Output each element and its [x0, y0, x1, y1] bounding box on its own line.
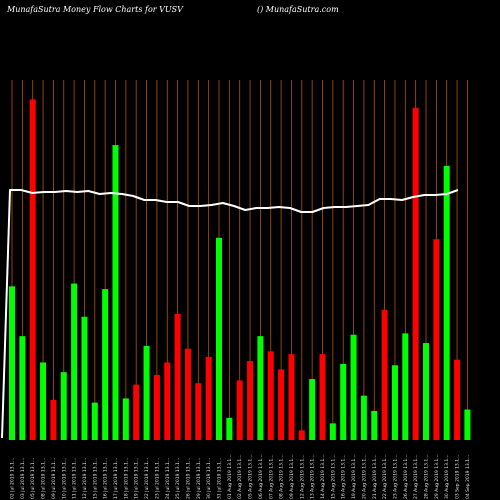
- x-tick-label: 16 Aug 2019 13.1...: [341, 454, 347, 499]
- bar-36: [381, 309, 388, 440]
- bar-27: [288, 354, 295, 440]
- x-tick-label: 02 Aug 2019 13.1...: [237, 454, 243, 499]
- x-tick-label: 29 Jul 2019 13.1...: [196, 458, 202, 499]
- x-tick-label: 24 Jul 2019 13.1...: [165, 458, 171, 499]
- bar-8: [91, 402, 98, 440]
- bar-12: [133, 384, 140, 440]
- bar-7: [81, 316, 88, 440]
- x-tick-label: 21 Aug 2019 13.1...: [372, 454, 378, 499]
- bar-11: [122, 398, 129, 440]
- x-tick-label: 17 Jul 2019 13.1...: [113, 458, 119, 499]
- bar-29: [309, 379, 316, 440]
- x-tick-label: 09 Jul 2019 13.1...: [51, 458, 57, 499]
- bar-6: [71, 283, 78, 440]
- bar-10: [112, 145, 119, 441]
- bar-24: [257, 336, 264, 440]
- x-tick-label: 28 Aug 2019 13.1...: [424, 454, 430, 499]
- bar-30: [319, 354, 326, 440]
- bar-34: [360, 395, 367, 440]
- bar-40: [423, 343, 429, 440]
- bar-28: [298, 430, 305, 440]
- x-tick-label: 07 Aug 2019 13.1...: [268, 454, 274, 499]
- x-tick-label: 12 Aug 2019 13.1...: [299, 454, 305, 499]
- x-tick-label: 31 Jul 2019 13.1...: [217, 458, 223, 499]
- bar-41: [433, 239, 440, 440]
- bar-5: [60, 372, 67, 440]
- bar-21: [226, 417, 233, 440]
- bar-35: [371, 410, 378, 440]
- x-tick-label: 18 Jul 2019 13.1...: [123, 458, 129, 499]
- bar-2: [29, 99, 36, 440]
- x-tick-label: 27 Aug 2019 13.1...: [413, 454, 419, 499]
- x-tick-label: 19 Aug 2019 13.1...: [351, 454, 357, 499]
- x-tick-label: 05 Aug 2019 13.1...: [248, 454, 254, 499]
- bar-14: [153, 374, 160, 440]
- bar-31: [329, 423, 336, 440]
- x-tick-label: 22 Aug 2019 13.1...: [382, 454, 388, 499]
- chart-title: MunafaSutra Money Flow Charts for VUSV: [7, 5, 183, 14]
- x-tick-label: 26 Aug 2019 13.1...: [403, 454, 409, 499]
- bar-23: [247, 361, 254, 440]
- x-tick-label: 01 Aug 2019 13.1...: [227, 454, 233, 499]
- x-tick-label: 23 Jul 2019 13.1...: [154, 458, 160, 499]
- bar-33: [350, 334, 357, 440]
- x-tick-label: 26 Jul 2019 13.1...: [185, 458, 191, 499]
- x-tick-label: 22 Jul 2019 13.1...: [144, 458, 150, 499]
- x-tick-label: 16 Jul 2019 13.1...: [103, 458, 109, 499]
- x-tick-label: 04 Sep 2019 13.1...: [465, 455, 471, 499]
- x-tick-label: 09 Aug 2019 13.1...: [289, 454, 295, 499]
- x-tick-label: 23 Aug 2019 13.1...: [392, 454, 398, 499]
- bar-0: [9, 286, 15, 440]
- x-tick-label: 25 Jul 2019 13.1...: [175, 458, 181, 499]
- x-tick-label: 12 Jul 2019 13.1...: [82, 458, 88, 499]
- bar-20: [216, 237, 222, 440]
- bar-13: [143, 345, 150, 440]
- bar-3: [40, 362, 47, 440]
- x-tick-label: 14 Aug 2019 13.1...: [320, 454, 326, 499]
- site-credit: () MunafaSutra.com: [257, 5, 339, 14]
- bar-42: [443, 165, 450, 440]
- x-tick-label: 10 Jul 2019 13.1...: [61, 458, 67, 499]
- bars-group: [9, 99, 471, 441]
- bar-32: [340, 363, 347, 440]
- bar-25: [267, 351, 274, 440]
- bar-22: [236, 380, 243, 440]
- bar-1: [19, 336, 26, 440]
- bar-26: [278, 369, 285, 440]
- bar-39: [412, 107, 419, 440]
- x-tick-label: 11 Jul 2019 13.1...: [72, 458, 78, 499]
- bar-4: [50, 399, 57, 440]
- bar-37: [391, 365, 398, 440]
- x-tick-label: 05 Jul 2019 13.1...: [30, 458, 36, 499]
- x-tick-label: 03 Jul 2019 13.1...: [20, 458, 26, 499]
- bar-43: [454, 359, 461, 440]
- x-tick-label: 15 Jul 2019 13.1...: [92, 458, 98, 499]
- price-line: [1, 189, 459, 439]
- price-line-group: [1, 189, 459, 439]
- bar-38: [402, 333, 409, 440]
- bar-44: [464, 409, 471, 440]
- bar-17: [184, 348, 191, 440]
- bar-19: [205, 356, 212, 440]
- bar-9: [102, 289, 109, 440]
- x-tick-label: 20 Aug 2019 13.1...: [361, 454, 367, 499]
- bar-18: [195, 383, 202, 440]
- x-tick-label: 30 Aug 2019 13.1...: [444, 454, 450, 499]
- x-tick-label: 06 Aug 2019 13.1...: [258, 454, 264, 499]
- x-tick-label: 30 Jul 2019 13.1...: [206, 458, 212, 499]
- tick-labels: 02 Jul 2019 13.1... 03 Jul 2019 13.1... 05…: [10, 454, 471, 499]
- bar-16: [174, 314, 181, 440]
- x-tick-label: 13 Aug 2019 13.1...: [310, 454, 316, 499]
- bar-15: [164, 362, 171, 440]
- chart-header: MunafaSutra Money Flow Charts for VUSV (…: [0, 0, 500, 20]
- x-tick-label: 15 Aug 2019 13.1...: [330, 454, 336, 499]
- x-tick-label: 08 Jul 2019 13.1...: [41, 458, 47, 499]
- x-tick-label: 03 Sep 2019 13.1...: [455, 455, 461, 499]
- x-tick-label: 08 Aug 2019 13.1...: [279, 454, 285, 499]
- x-tick-label: 29 Aug 2019 13.1...: [434, 454, 440, 499]
- x-tick-label: 02 Jul 2019 13.1...: [10, 458, 16, 499]
- x-tick-label: 19 Jul 2019 13.1...: [134, 458, 140, 499]
